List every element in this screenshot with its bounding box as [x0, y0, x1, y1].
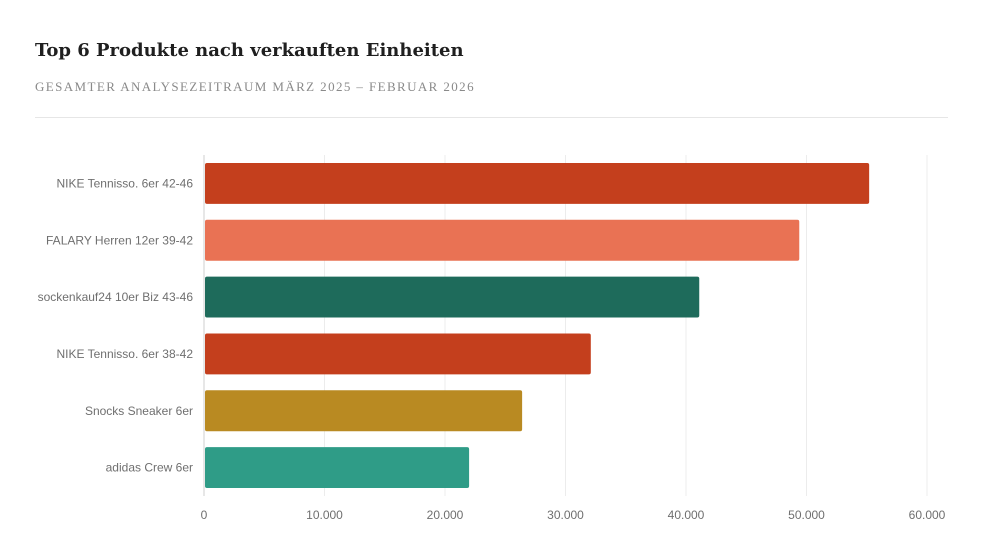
bar[interactable]: [205, 219, 800, 261]
category-label: Snocks Sneaker 6er: [85, 404, 193, 418]
chart-bars: [205, 162, 870, 489]
category-label: sockenkauf24 10er Biz 43-46: [38, 290, 194, 304]
bar[interactable]: [205, 390, 523, 432]
x-tick-label: 10.000: [306, 508, 343, 522]
x-tick-label: 20.000: [427, 508, 464, 522]
header-divider: [35, 117, 948, 118]
bar[interactable]: [205, 447, 470, 489]
x-tick-label: 0: [201, 508, 208, 522]
x-axis-tick-labels: 0 10.000 20.000 30.000 40.000 50.000 60.000: [201, 508, 946, 522]
category-label: NIKE Tennisso. 6er 42-46: [56, 176, 193, 190]
x-tick-label: 30.000: [547, 508, 584, 522]
category-labels: NIKE Tennisso. 6er 42-46 FALARY Herren 12…: [38, 176, 194, 474]
chart-title: Top 6 Produkte nach verkauften Einheiten: [35, 40, 464, 61]
chart-gridlines: [203, 155, 928, 496]
category-label: adidas Crew 6er: [106, 461, 193, 475]
bar[interactable]: [205, 162, 870, 204]
bar[interactable]: [205, 333, 591, 375]
category-label: NIKE Tennisso. 6er 38-42: [56, 347, 193, 361]
x-tick-label: 40.000: [668, 508, 705, 522]
x-tick-label: 50.000: [788, 508, 825, 522]
bar[interactable]: [205, 276, 700, 318]
chart-subtitle: Gesamter Analysezeitraum März 2025 – Feb…: [35, 79, 475, 94]
category-label: FALARY Herren 12er 39-42: [46, 233, 193, 247]
x-tick-label: 60.000: [909, 508, 946, 522]
